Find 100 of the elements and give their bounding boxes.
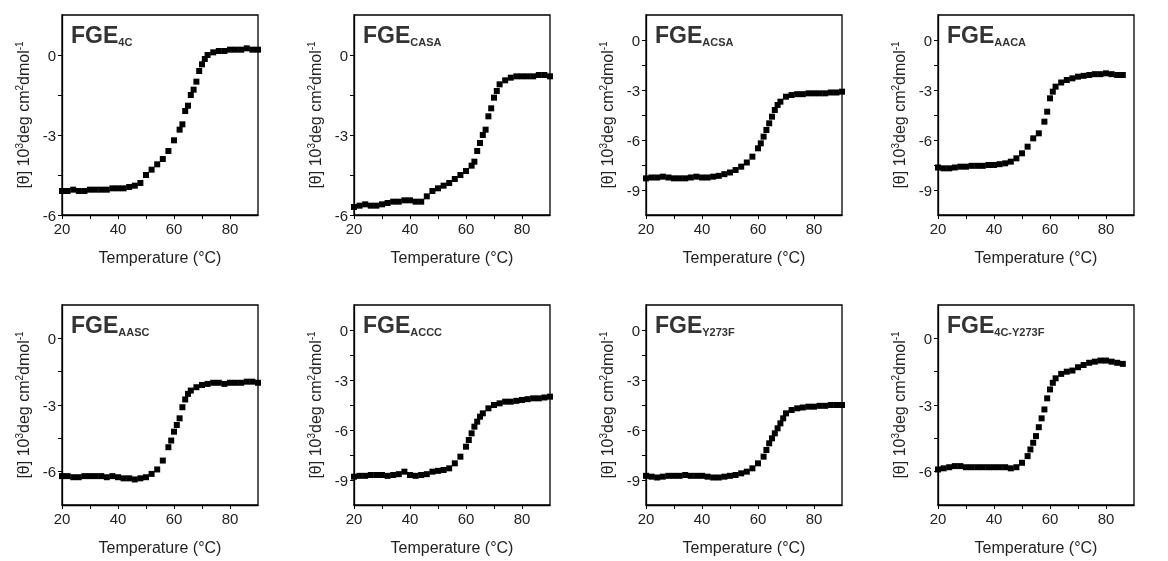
point <box>1058 370 1065 377</box>
point <box>255 46 261 53</box>
point <box>743 159 750 166</box>
point <box>699 174 705 181</box>
point <box>755 145 761 152</box>
y-tick-label: -3 <box>334 371 348 389</box>
point <box>423 193 430 200</box>
point <box>777 420 784 427</box>
point <box>794 91 801 98</box>
point <box>1044 108 1051 115</box>
point <box>1038 415 1045 422</box>
point <box>463 443 469 450</box>
point <box>429 188 436 194</box>
x-tick-label: 20 <box>345 510 363 527</box>
y-tick-label: -6 <box>334 206 348 224</box>
y-tick-label: -9 <box>334 471 348 489</box>
point <box>693 173 700 180</box>
x-tick-label: 20 <box>637 220 655 237</box>
point <box>710 474 717 481</box>
point <box>137 180 144 186</box>
y-tick-label: -6 <box>918 463 932 481</box>
x-tick-label: 40 <box>693 220 711 237</box>
point <box>185 102 191 109</box>
point <box>179 404 186 411</box>
x-axis-title: Temperature (°C) <box>974 248 1098 266</box>
point <box>693 472 700 479</box>
point <box>1013 464 1020 471</box>
point <box>435 467 441 474</box>
point <box>482 126 489 133</box>
x-axis-title: Temperature (°C) <box>390 248 514 266</box>
point <box>418 472 425 478</box>
point <box>1019 150 1025 157</box>
point <box>390 198 397 205</box>
point <box>1069 367 1076 374</box>
y-tick-label: -9 <box>626 181 640 199</box>
point <box>59 473 65 480</box>
point <box>168 437 175 444</box>
point <box>1114 359 1121 366</box>
point <box>379 472 385 478</box>
y-tick-label: -9 <box>918 181 932 199</box>
point <box>805 90 812 97</box>
point <box>493 88 500 94</box>
point <box>137 475 144 482</box>
x-tick-label: 20 <box>53 220 71 237</box>
point <box>407 472 413 478</box>
point <box>238 46 245 53</box>
point <box>682 175 689 182</box>
y-tick-label: -6 <box>626 131 640 149</box>
point <box>70 186 77 193</box>
y-tick-label: 0 <box>631 31 640 49</box>
x-tick-label: 80 <box>221 510 239 527</box>
point <box>974 162 981 169</box>
point <box>513 73 520 80</box>
point <box>1119 72 1126 78</box>
y-tick-label: -3 <box>626 371 640 389</box>
y-tick-label: -6 <box>42 463 56 481</box>
y-tick-label: -3 <box>42 126 56 144</box>
point <box>757 140 764 147</box>
point <box>148 166 155 173</box>
point <box>822 402 829 409</box>
point <box>935 164 941 171</box>
point <box>833 402 840 408</box>
point <box>465 437 472 443</box>
point <box>769 435 775 442</box>
point <box>373 472 380 478</box>
point <box>173 422 180 428</box>
point <box>109 473 116 480</box>
point <box>451 176 458 182</box>
point <box>70 474 77 481</box>
point <box>732 167 739 173</box>
point <box>446 465 453 472</box>
point <box>362 201 369 208</box>
point <box>721 473 728 480</box>
point <box>401 468 408 475</box>
point <box>957 463 964 470</box>
point <box>1035 130 1042 137</box>
point <box>541 394 548 401</box>
point <box>805 403 812 410</box>
point <box>721 171 728 178</box>
point <box>1033 433 1039 440</box>
y-tick-label: 0 <box>923 31 932 49</box>
x-axis-title: Temperature (°C) <box>974 538 1098 556</box>
point <box>401 197 408 204</box>
point <box>1041 406 1048 413</box>
point <box>699 472 705 479</box>
point <box>176 415 183 422</box>
point <box>182 108 189 114</box>
x-tick-label: 40 <box>985 510 1003 527</box>
point <box>755 460 761 467</box>
point <box>1069 75 1076 82</box>
point <box>59 188 65 194</box>
x-tick-label: 20 <box>637 510 655 527</box>
point <box>727 169 733 176</box>
point <box>176 126 183 133</box>
point <box>738 163 745 170</box>
point <box>210 49 217 56</box>
point <box>985 464 992 471</box>
point <box>1052 83 1059 90</box>
point <box>451 460 458 467</box>
point <box>362 472 369 479</box>
